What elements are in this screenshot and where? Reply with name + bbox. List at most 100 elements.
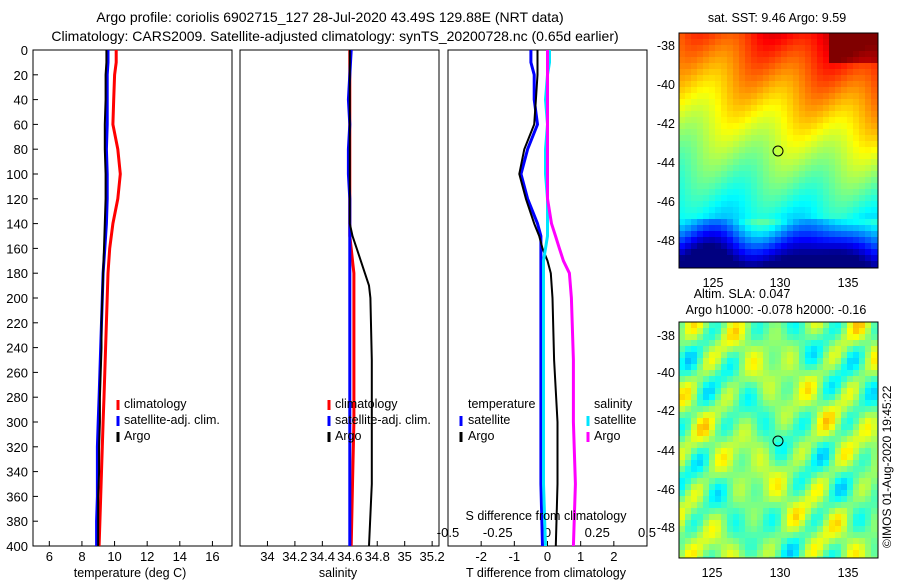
map-pixel: [775, 454, 782, 461]
map-pixel: [775, 171, 782, 178]
map-pixel: [697, 177, 704, 184]
map-pixel: [739, 111, 746, 118]
map-pixel: [781, 472, 788, 479]
map-pixel: [697, 340, 704, 347]
map-pixel: [715, 189, 722, 196]
map-pixel: [745, 237, 752, 244]
map-pixel: [691, 442, 698, 449]
map-pixel: [697, 207, 704, 214]
map-pixel: [727, 75, 734, 82]
map-pixel: [751, 201, 758, 208]
map-pixel: [781, 514, 788, 521]
map-pixel: [691, 189, 698, 196]
map-pixel: [817, 87, 824, 94]
map-pixel: [853, 544, 860, 551]
map-pixel: [871, 189, 878, 196]
map-pixel: [721, 502, 728, 509]
map-pixel: [739, 490, 746, 497]
map-pixel: [865, 141, 872, 148]
map-pixel: [751, 484, 758, 491]
map-pixel: [751, 520, 758, 527]
map-pixel: [817, 496, 824, 503]
map-pixel: [703, 75, 710, 82]
map-pixel: [745, 231, 752, 238]
map-pixel: [709, 550, 716, 557]
map-pixel: [805, 159, 812, 166]
map-pixel: [751, 448, 758, 455]
map-pixel: [799, 322, 806, 329]
map-pixel: [685, 219, 692, 226]
map-pixel: [691, 352, 698, 359]
map-pixel: [799, 472, 806, 479]
map-pixel: [691, 153, 698, 160]
map-pixel: [679, 544, 686, 551]
map-pixel: [835, 141, 842, 148]
map-pixel: [787, 412, 794, 419]
s-difference-xlabel: S difference from climatology: [466, 509, 628, 523]
map-pixel: [703, 105, 710, 112]
map-pixel: [745, 514, 752, 521]
map-pixel: [727, 147, 734, 154]
map-pixel: [703, 219, 710, 226]
map-pixel: [709, 514, 716, 521]
map-pixel: [727, 484, 734, 491]
map-pixel: [679, 496, 686, 503]
map-pixel: [817, 39, 824, 46]
map-pixel: [721, 261, 728, 268]
map-pixel: [811, 550, 818, 557]
map-pixel: [739, 520, 746, 527]
map-pixel: [793, 538, 800, 545]
map-pixel: [697, 87, 704, 94]
map-pixel: [841, 328, 848, 335]
map-pixel: [709, 340, 716, 347]
map-pixel: [811, 99, 818, 106]
map-pixel: [865, 448, 872, 455]
map-pixel: [865, 508, 872, 515]
map-pixel: [835, 334, 842, 341]
map-pixel: [685, 532, 692, 539]
map-pixel: [871, 177, 878, 184]
map-pixel: [697, 490, 704, 497]
map-pixel: [685, 526, 692, 533]
map-pixel: [829, 237, 836, 244]
map-pixel: [703, 400, 710, 407]
map-pixel: [763, 99, 770, 106]
map-pixel: [805, 105, 812, 112]
temperature-xlabel: temperature (deg C): [74, 566, 187, 580]
map-pixel: [835, 370, 842, 377]
map-pixel: [757, 255, 764, 262]
map-pixel: [853, 171, 860, 178]
map-pixel: [847, 412, 854, 419]
map-pixel: [757, 249, 764, 256]
map-pixel: [709, 352, 716, 359]
map-pixel: [775, 45, 782, 52]
map-pixel: [697, 171, 704, 178]
map-pixel: [751, 93, 758, 100]
map-pixel: [841, 105, 848, 112]
map-pixel: [781, 231, 788, 238]
map-pixel: [781, 39, 788, 46]
map-pixel: [739, 243, 746, 250]
map-pixel: [757, 460, 764, 467]
map-pixel: [817, 105, 824, 112]
map-pixel: [751, 105, 758, 112]
depth-tick-label: 300: [6, 415, 28, 430]
map-pixel: [751, 550, 758, 557]
map-pixel: [859, 322, 866, 329]
map-pixel: [715, 442, 722, 449]
map-pixel: [847, 255, 854, 262]
map-pixel: [763, 466, 770, 473]
map-pixel: [769, 81, 776, 88]
map-pixel: [775, 87, 782, 94]
map-pixel: [871, 153, 878, 160]
map-pixel: [679, 514, 686, 521]
sst-lon-tick: 130: [770, 276, 791, 290]
map-pixel: [793, 514, 800, 521]
map-pixel: [685, 75, 692, 82]
map-pixel: [691, 556, 698, 559]
map-pixel: [727, 225, 734, 232]
map-pixel: [769, 370, 776, 377]
map-pixel: [847, 171, 854, 178]
map-pixel: [859, 388, 866, 395]
map-pixel: [829, 472, 836, 479]
